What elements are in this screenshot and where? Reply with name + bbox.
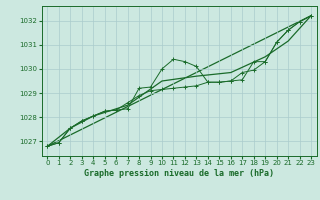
X-axis label: Graphe pression niveau de la mer (hPa): Graphe pression niveau de la mer (hPa) xyxy=(84,169,274,178)
